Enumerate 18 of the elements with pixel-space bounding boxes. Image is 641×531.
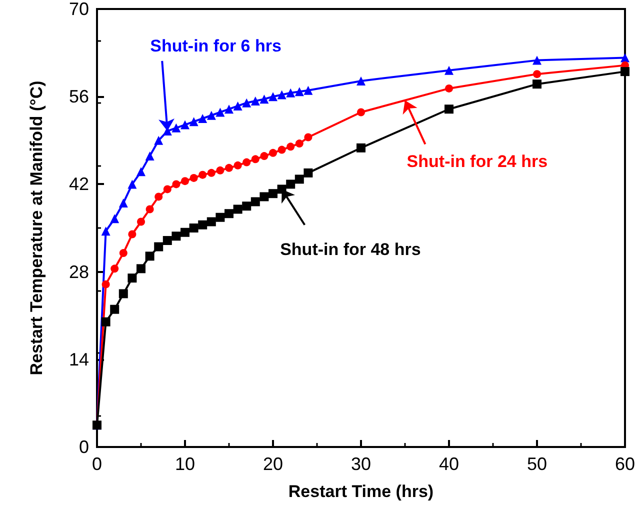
annotation: Shut-in for 48 hrs bbox=[280, 240, 421, 259]
x-axis-title: Restart Time (hrs) bbox=[288, 482, 434, 501]
annotation: Shut-in for 24 hrs bbox=[406, 152, 548, 172]
y-tick-label: 0 bbox=[78, 437, 89, 457]
x-tick-label: 0 bbox=[92, 454, 102, 474]
annotation: Shut-in for 6 hrs bbox=[150, 36, 282, 56]
y-axis-title: Restart Temperature at Manifold (°C) bbox=[27, 80, 46, 376]
y-tick-label: 70 bbox=[68, 0, 89, 19]
y-tick-label: 42 bbox=[68, 174, 89, 194]
x-tick-label: 30 bbox=[350, 454, 372, 474]
x-tick-label: 50 bbox=[526, 454, 548, 474]
y-tick-label: 14 bbox=[68, 349, 89, 370]
y-tick-label: 28 bbox=[68, 262, 89, 282]
x-tick-label: 60 bbox=[614, 454, 636, 474]
x-tick-label: 10 bbox=[174, 454, 196, 474]
x-tick-label: 40 bbox=[438, 454, 460, 474]
x-tick-label: 20 bbox=[262, 454, 284, 474]
y-tick-label: 56 bbox=[68, 86, 89, 107]
